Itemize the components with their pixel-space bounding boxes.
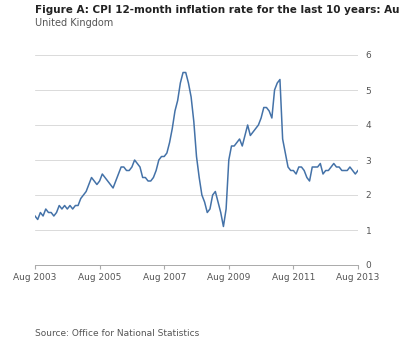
Text: Source: Office for National Statistics: Source: Office for National Statistics: [35, 329, 199, 338]
Text: United Kingdom: United Kingdom: [35, 18, 113, 28]
Text: Figure A: CPI 12-month inflation rate for the last 10 years: August 2003 to Augu: Figure A: CPI 12-month inflation rate fo…: [35, 5, 400, 15]
